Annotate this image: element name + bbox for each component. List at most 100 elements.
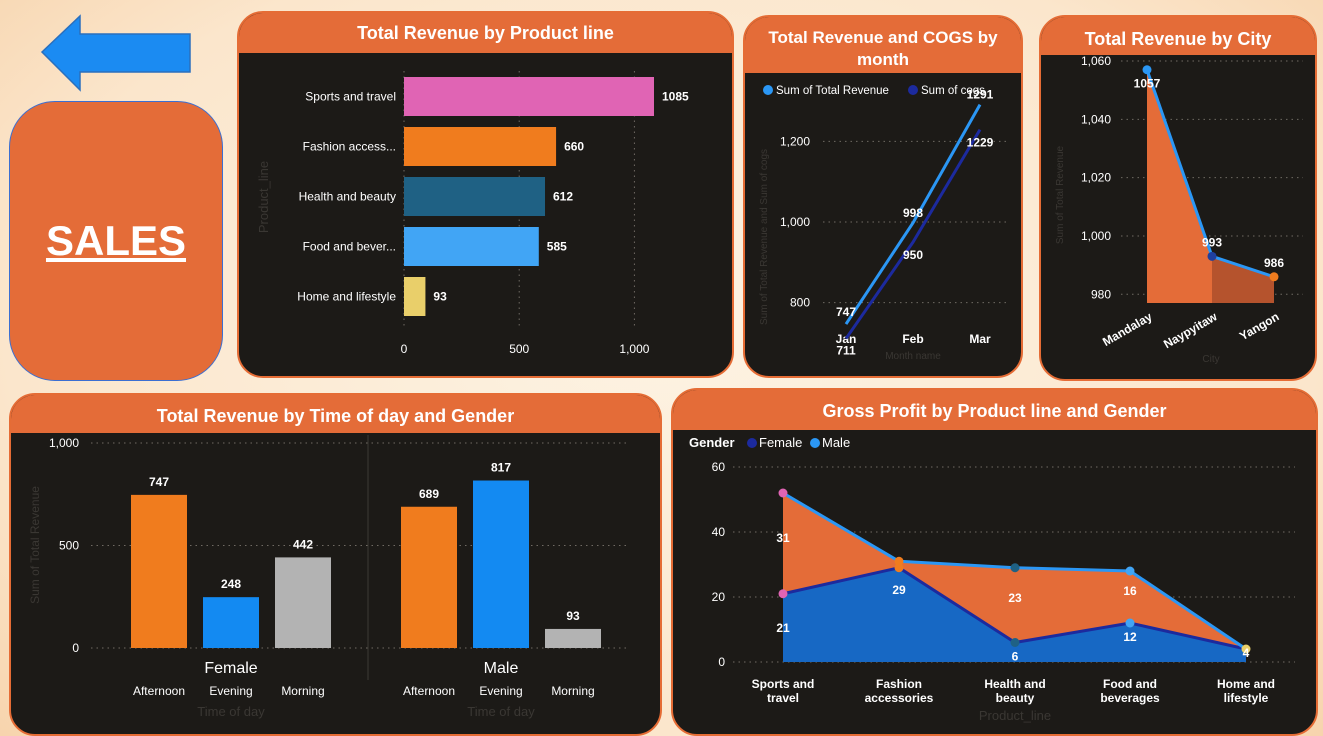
data-label: 993 bbox=[1202, 235, 1222, 249]
data-label: 6 bbox=[1012, 650, 1019, 664]
page-title: SALES bbox=[45, 217, 187, 264]
y-tick-label: 0 bbox=[72, 641, 79, 655]
area-segment bbox=[1212, 256, 1274, 303]
data-point bbox=[894, 563, 904, 573]
revenue-cogs-chart: Sum of Total Revenue Sum of cogs 800 1,000 1… bbox=[759, 85, 1007, 362]
x-tick-label: Afternoon bbox=[133, 684, 185, 698]
y-axis-label: Sum of Total Revenue and Sum of cogs bbox=[759, 149, 770, 325]
city-chart: 980 1,000 1,020 1,040 1,060 Sum of Total Reve… bbox=[1055, 54, 1303, 365]
x-tick-label: Fashion bbox=[876, 677, 922, 691]
legend-marker bbox=[908, 85, 918, 95]
data-point bbox=[1125, 566, 1135, 576]
y-tick-label: 60 bbox=[712, 460, 726, 474]
x-tick-label: Mar bbox=[969, 332, 991, 346]
data-label: 4 bbox=[1243, 646, 1250, 660]
data-label: 442 bbox=[293, 537, 313, 551]
y-tick-label: 0 bbox=[718, 655, 725, 669]
bar bbox=[275, 557, 331, 648]
y-tick-label: 500 bbox=[59, 539, 79, 553]
data-label: 1229 bbox=[967, 136, 994, 150]
x-tick-label: travel bbox=[767, 691, 799, 705]
y-tick-label: 1,000 bbox=[780, 215, 810, 229]
bar bbox=[404, 227, 539, 266]
data-point bbox=[1142, 65, 1152, 75]
data-point bbox=[1010, 638, 1020, 647]
y-tick-label: 1,200 bbox=[780, 134, 810, 148]
data-label: 817 bbox=[491, 461, 511, 475]
x-tick-label: 0 bbox=[401, 342, 408, 356]
x-tick-label: Naypyitaw bbox=[1161, 309, 1220, 351]
chart-title: Gross Profit by Product line and Gender bbox=[673, 390, 1316, 430]
x-axis-label: Month name bbox=[885, 351, 941, 362]
x-tick-label: Sports and bbox=[752, 677, 815, 691]
data-label: 12 bbox=[1123, 630, 1137, 644]
x-axis-label: City bbox=[1202, 354, 1219, 365]
x-tick-label: beauty bbox=[996, 691, 1035, 705]
legend-marker bbox=[763, 85, 773, 95]
x-tick-label: lifestyle bbox=[1224, 691, 1269, 705]
y-axis-label: Sum of Total Revenue bbox=[1055, 145, 1066, 244]
x-axis-label: Product_line bbox=[979, 708, 1051, 723]
category-label: Food and bever... bbox=[303, 240, 396, 254]
data-label: 660 bbox=[564, 140, 584, 154]
y-axis-label: Sum of Total Revenue bbox=[28, 486, 42, 604]
arrow-left-icon[interactable] bbox=[40, 14, 192, 92]
bar bbox=[131, 494, 187, 648]
x-tick-label: 1,000 bbox=[619, 342, 649, 356]
gross-profit-chart: Gender Female Male 0 20 40 60 21 31 Sports andtra… bbox=[689, 435, 1295, 723]
category-label: Fashion access... bbox=[303, 140, 396, 154]
data-label: 711 bbox=[836, 344, 856, 358]
legend-label: Male bbox=[822, 435, 850, 450]
chart-title: Total Revenue and COGS by month bbox=[745, 17, 1021, 73]
x-tick-label: Yangon bbox=[1237, 309, 1282, 343]
bar bbox=[203, 597, 259, 648]
x-axis-label: Time of day bbox=[197, 704, 265, 719]
sales-tile[interactable]: SALES bbox=[9, 101, 223, 381]
data-label: 248 bbox=[221, 577, 241, 591]
revenue-cogs-card: Total Revenue and COGS by month Sum of T… bbox=[743, 15, 1023, 378]
chart-title: Total Revenue by Product line bbox=[239, 13, 732, 53]
data-label: 1085 bbox=[662, 90, 689, 104]
y-tick-label: 980 bbox=[1091, 287, 1111, 301]
y-tick-label: 1,060 bbox=[1081, 54, 1111, 68]
bar bbox=[404, 277, 426, 316]
data-label: 747 bbox=[149, 475, 169, 489]
y-tick-label: 40 bbox=[712, 525, 726, 539]
y-tick-label: 1,000 bbox=[49, 436, 79, 450]
data-label: 747 bbox=[836, 305, 856, 319]
data-point bbox=[778, 488, 788, 498]
y-tick-label: 20 bbox=[712, 590, 726, 604]
data-label: 689 bbox=[419, 487, 439, 501]
x-tick-label: beverages bbox=[1100, 691, 1160, 705]
data-label: 93 bbox=[433, 290, 447, 304]
bar bbox=[545, 628, 601, 648]
x-tick-label: Home and bbox=[1217, 677, 1275, 691]
x-tick-label: 500 bbox=[509, 342, 529, 356]
y-tick-label: 1,000 bbox=[1081, 229, 1111, 243]
data-label: 16 bbox=[1123, 584, 1137, 598]
data-label: 93 bbox=[566, 609, 580, 623]
data-point bbox=[1125, 618, 1135, 628]
female-area bbox=[783, 567, 1246, 662]
x-tick-label: Food and bbox=[1103, 677, 1157, 691]
data-point bbox=[1241, 644, 1251, 654]
series-line bbox=[844, 103, 982, 325]
bar bbox=[404, 177, 546, 216]
bar bbox=[401, 506, 457, 648]
data-label: 986 bbox=[1264, 256, 1284, 270]
x-tick-label: Jan bbox=[836, 332, 857, 346]
data-label: 29 bbox=[892, 583, 906, 597]
category-label: Health and beauty bbox=[299, 190, 396, 204]
y-tick-label: 800 bbox=[790, 296, 810, 310]
y-tick-label: 1,040 bbox=[1081, 112, 1111, 126]
legend-marker bbox=[747, 438, 757, 448]
bar bbox=[473, 480, 529, 648]
data-point bbox=[778, 589, 788, 599]
group-label: Male bbox=[484, 660, 519, 677]
x-tick-label: Evening bbox=[479, 684, 522, 698]
product-line-card: Total Revenue by Product line 0 500 1,000 S… bbox=[237, 11, 734, 378]
x-axis-label: Time of day bbox=[467, 704, 535, 719]
y-axis-label: Product_line bbox=[256, 161, 271, 233]
data-label: 23 bbox=[1008, 591, 1022, 605]
data-label: 1291 bbox=[967, 88, 994, 102]
